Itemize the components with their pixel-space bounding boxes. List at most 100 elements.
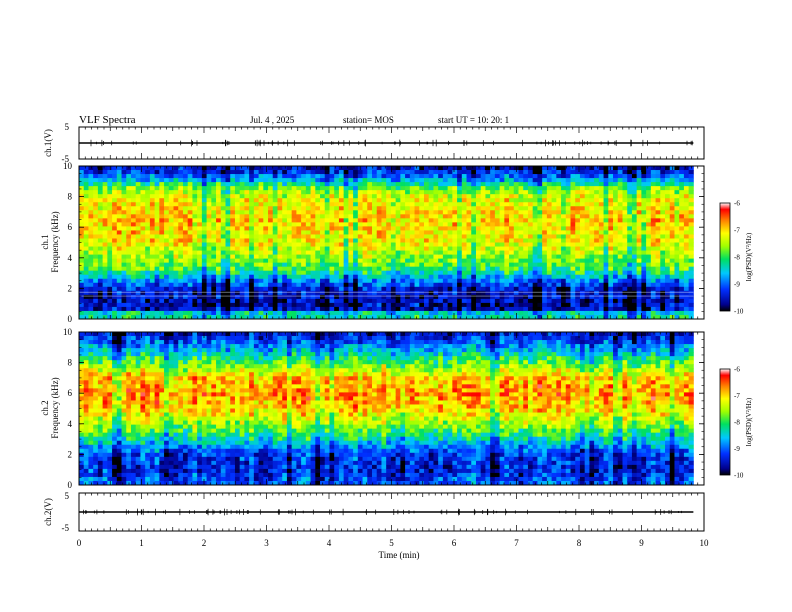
spectrogram-cell — [291, 198, 297, 203]
spectrogram-cell — [636, 266, 642, 272]
spectrogram-cell — [466, 190, 472, 195]
spectrogram-cell — [244, 190, 250, 195]
spectrogram-cell — [390, 234, 397, 239]
spectrogram-cell — [390, 214, 397, 219]
spectrogram-cell — [239, 290, 245, 296]
spectrogram-cell — [310, 178, 316, 183]
spectrogram-cell — [655, 178, 661, 183]
spectrogram-cell — [570, 266, 576, 272]
spectrogram-cell — [282, 166, 288, 171]
spectrogram-cell — [390, 298, 397, 304]
spectrogram-cell — [471, 250, 477, 255]
spectrogram-cell — [390, 194, 397, 199]
spectrogram-cell — [442, 250, 449, 255]
spectrogram-cell — [631, 262, 638, 268]
spectrogram-cell — [249, 206, 255, 211]
spectrogram-cell — [513, 278, 519, 284]
spectrogram-cell — [603, 254, 609, 260]
spectrogram-cell — [537, 234, 543, 239]
spectrogram-cell — [263, 190, 269, 195]
spectrogram-cell — [225, 170, 231, 175]
spectrogram-cell — [286, 198, 293, 203]
spectrogram-cell — [253, 214, 259, 219]
spectrogram-cell — [225, 182, 231, 187]
spectrogram-cell — [357, 210, 363, 215]
spectrogram-cell — [527, 202, 534, 207]
spectrogram-cell — [107, 306, 113, 312]
spectrogram-cell — [527, 194, 534, 199]
spectrogram-cell — [504, 298, 510, 304]
spectrogram-cell — [102, 206, 108, 211]
spectrogram-cell — [494, 178, 501, 183]
spectrogram-cell — [532, 174, 538, 179]
spectrogram-cell — [561, 294, 567, 300]
spectrogram-cell — [551, 238, 557, 243]
spectrogram-cell — [244, 166, 250, 171]
spectrogram-cell — [551, 202, 557, 207]
spectrogram-cell — [116, 166, 122, 171]
spectrogram-cell — [197, 170, 203, 175]
spectrogram-cell — [258, 282, 264, 288]
spectrogram-cell — [565, 302, 571, 308]
spectrogram-cell — [305, 314, 311, 320]
spectrogram-cell — [291, 206, 297, 211]
spectrogram-cell — [93, 226, 99, 231]
spectrogram-cell — [579, 270, 586, 276]
spectrogram-cell — [400, 234, 406, 239]
spectrogram-cell — [627, 294, 633, 300]
spectrogram-cell — [424, 194, 430, 199]
spectrogram-cell — [603, 234, 609, 239]
spectrogram-cell — [206, 250, 212, 255]
spectrogram-cell — [244, 206, 250, 211]
spectrogram-cell — [603, 226, 609, 231]
spectrogram-cell — [551, 178, 557, 183]
spectrogram-cell — [646, 226, 652, 231]
spectrogram-cell — [655, 250, 661, 255]
spectrogram-cell — [556, 254, 562, 260]
spectrogram-cell — [192, 302, 198, 308]
spectrogram-cell — [296, 290, 302, 296]
spectrogram-cell — [419, 314, 425, 320]
spectrogram-cell — [338, 194, 345, 199]
spectrogram-cell — [310, 270, 316, 276]
spectrogram-cell — [305, 202, 311, 207]
spectrogram-cell — [622, 266, 628, 272]
spectrogram-cell — [130, 278, 137, 284]
spectrogram-cell — [121, 310, 127, 316]
spectrogram-cell — [135, 166, 141, 171]
spectrogram-cell — [173, 242, 179, 247]
spectrogram-cell — [268, 242, 274, 247]
spectrogram-cell — [135, 214, 141, 219]
spectrogram-cell — [258, 242, 264, 247]
spectrogram-cell — [159, 254, 165, 260]
spectrogram-cell — [471, 230, 477, 235]
spectrogram-cell — [622, 206, 628, 211]
spectrogram-cell — [301, 230, 307, 235]
spectrogram-cell — [97, 190, 104, 195]
spectrogram-cell — [154, 258, 160, 264]
spectrogram-cell — [324, 278, 330, 284]
spectrogram-cell — [475, 214, 482, 219]
spectrogram-cell — [178, 166, 184, 171]
spectrogram-cell — [381, 222, 387, 227]
spectrogram-cell — [211, 230, 217, 235]
spectrogram-cell — [168, 286, 174, 292]
spectrogram-cell — [112, 254, 118, 260]
spectrogram-cell — [263, 306, 269, 312]
spectrogram-cell — [149, 238, 156, 243]
spectrogram-cell — [546, 214, 552, 219]
spectrogram-cell — [442, 294, 449, 300]
spectrogram-cell — [201, 294, 208, 300]
spectrogram-cell — [121, 250, 127, 255]
spectrogram-cell — [315, 314, 321, 320]
spectrogram-cell — [220, 170, 226, 175]
spectrogram-cell — [603, 314, 609, 320]
spectrogram-cell — [88, 258, 94, 264]
spectrogram-cell — [447, 222, 453, 227]
spectrogram-cell — [650, 194, 656, 199]
spectrogram-cell — [509, 246, 515, 251]
spectrogram-cell — [509, 258, 515, 264]
spectrogram-cell — [249, 242, 255, 247]
spectrogram-cell — [480, 202, 486, 207]
spectrogram-cell — [338, 198, 345, 203]
